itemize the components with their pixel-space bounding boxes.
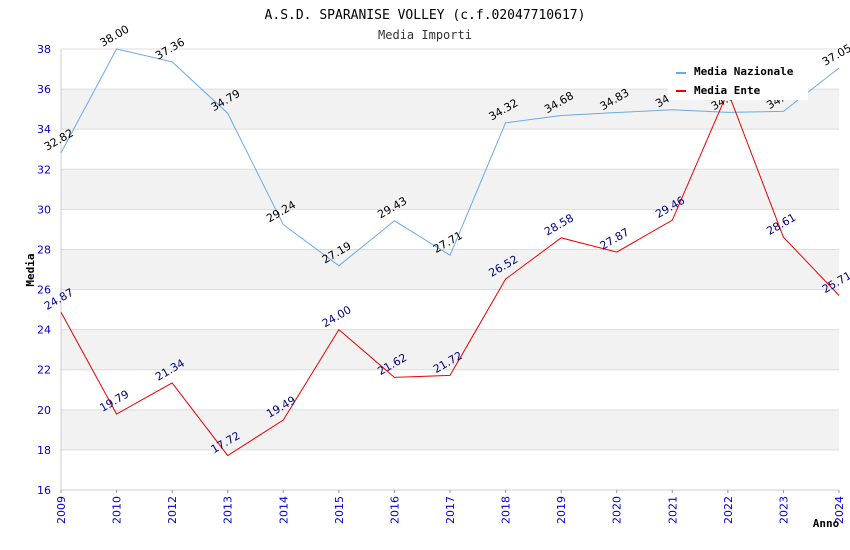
axes	[60, 49, 840, 493]
series-lines	[60, 48, 840, 457]
y-axis-title: Media	[24, 253, 37, 286]
y-tick-label: 32	[37, 163, 51, 176]
x-tick-label: 2015	[333, 496, 346, 524]
x-tick-label: 2020	[611, 496, 624, 524]
x-tick-labels: 2009 2010 2012 2013 2014 2015 2016 2017 2018 2019…	[55, 496, 846, 524]
grid-band	[61, 249, 839, 290]
x-tick-label: 2009	[55, 496, 68, 524]
x-tick-label: 2016	[388, 496, 401, 524]
y-tick-label: 30	[37, 203, 51, 216]
data-label-nazionale: 38.00	[98, 23, 132, 50]
x-axis-title: Anno	[813, 517, 840, 530]
x-tick-label: 2010	[111, 496, 124, 524]
y-tick-label: 34	[37, 123, 51, 136]
y-tick-labels: 16 18 20 22 24 26 28 30 32 34 36 38	[37, 43, 51, 497]
grid-bands	[61, 49, 839, 490]
x-tick-label: 2014	[277, 496, 290, 524]
x-tick-label: 2019	[555, 496, 568, 524]
y-tick-label: 22	[37, 364, 51, 377]
x-tick-label: 2022	[722, 496, 735, 524]
legend-background	[668, 60, 808, 100]
grid-band	[61, 169, 839, 210]
y-tick-label: 18	[37, 444, 51, 457]
grid-band	[61, 129, 839, 170]
x-tick-label: 2013	[222, 496, 235, 524]
x-tick-label: 2023	[777, 496, 790, 524]
y-tick-label: 16	[37, 484, 51, 497]
legend-label-nazionale: Media Nazionale	[694, 65, 794, 78]
grid-band	[61, 289, 839, 330]
y-tick-label: 36	[37, 83, 51, 96]
x-tick-label: 2024	[833, 496, 846, 524]
x-tick-label: 2012	[166, 496, 179, 524]
grid-band	[61, 409, 839, 450]
grid-band	[61, 449, 839, 490]
y-tick-label: 24	[37, 324, 51, 337]
series-line-ente	[60, 90, 840, 457]
grid-band	[61, 369, 839, 410]
x-tick-label: 2021	[666, 496, 679, 524]
legend: Media Nazionale Media Ente	[668, 60, 808, 100]
series-line-nazionale	[60, 48, 840, 267]
x-tick-label: 2017	[444, 496, 457, 524]
legend-label-ente: Media Ente	[694, 84, 761, 97]
grid-band	[61, 329, 839, 370]
y-tick-label: 38	[37, 43, 51, 56]
y-tick-label: 28	[37, 243, 51, 256]
x-tick-label: 2018	[500, 496, 513, 524]
y-tick-label: 20	[37, 404, 51, 417]
y-tick-label: 26	[37, 284, 51, 297]
grid-band	[61, 209, 839, 250]
chart-subtitle: Media Importi	[378, 28, 472, 42]
chart-title: A.S.D. SPARANISE VOLLEY (c.f.02047710617…	[265, 8, 586, 23]
